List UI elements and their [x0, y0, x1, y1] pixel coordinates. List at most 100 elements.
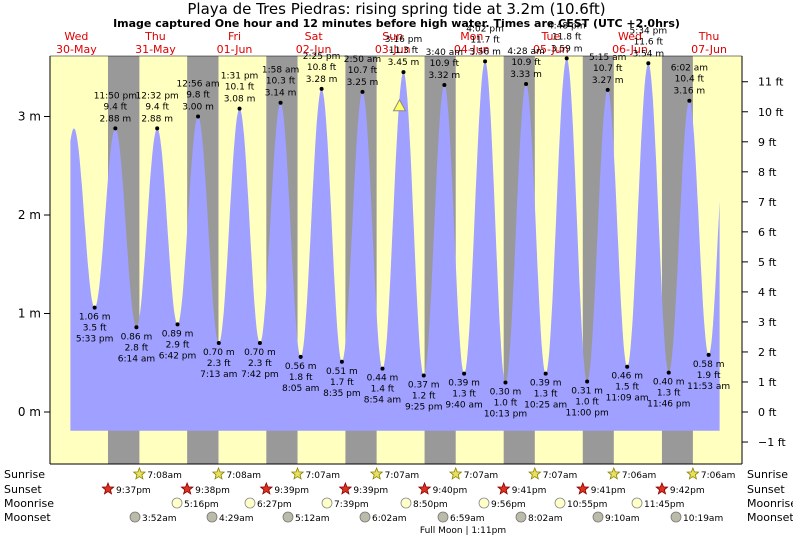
high-tide-m: 2.88 m — [141, 114, 173, 124]
low-tide-m: 0.39 m — [530, 379, 562, 389]
high-tide-m: 3.59 m — [551, 44, 583, 54]
y-left-tick-label: 1 m — [18, 307, 41, 321]
low-tide-point — [666, 370, 671, 375]
day-date-label: 03-Jun — [375, 43, 411, 56]
low-tide-point — [585, 379, 590, 384]
sunset-time: 9:37pm — [116, 486, 151, 496]
day-name-label: Fri — [228, 30, 241, 43]
sunset-icon — [259, 481, 274, 495]
high-tide-m: 3.28 m — [306, 75, 338, 85]
high-tide-m: 2.88 m — [100, 114, 132, 124]
high-tide-m: 3.08 m — [224, 95, 256, 105]
high-tide-m: 3.25 m — [347, 78, 379, 88]
high-tide-time: 5:15 am — [589, 53, 626, 63]
high-tide-point — [564, 56, 569, 61]
low-tide-ft: 1.5 ft — [615, 383, 639, 393]
y-right-tick-label: 4 ft — [758, 286, 777, 299]
low-tide-point — [134, 325, 139, 330]
moonrise-icon — [244, 497, 256, 509]
tide-area — [70, 58, 720, 431]
y-right-tick-label: 3 ft — [758, 316, 777, 329]
moonset-time: 5:12am — [295, 514, 330, 524]
day-date-label: 04-Jun — [454, 43, 490, 56]
high-tide-ft: 9.8 ft — [186, 91, 210, 101]
high-tide-point — [278, 100, 283, 105]
high-tide-time: 6:02 am — [671, 64, 708, 74]
moonrise-icon — [554, 497, 566, 509]
moonset-row-label-right: Moonset — [747, 511, 793, 524]
sunrise-time: 7:07am — [464, 471, 499, 481]
moonrise-icon — [321, 497, 333, 509]
low-tide-ft: 3.5 ft — [83, 324, 107, 334]
low-tide-time: 11:09 am — [606, 394, 649, 404]
moonrise-time: 8:50pm — [413, 500, 448, 510]
low-tide-time: 8:05 am — [282, 384, 319, 394]
y-right-tick-label: 2 ft — [758, 346, 777, 359]
low-tide-time: 10:25 am — [524, 401, 567, 411]
high-tide-point — [360, 89, 365, 94]
sunrise-time: 7:07am — [543, 471, 578, 481]
low-tide-ft: 2.8 ft — [125, 343, 149, 353]
low-tide-m: 0.30 m — [490, 387, 522, 397]
sunset-icon — [655, 481, 669, 495]
day-date-label: 06-Jun — [612, 43, 648, 56]
y-right-tick-label: 6 ft — [758, 226, 777, 239]
day-date-label: 05-Jun — [533, 43, 569, 56]
high-tide-ft: 11.7 ft — [470, 35, 500, 45]
day-date-label: 30-May — [56, 43, 97, 56]
y-right-tick-label: 7 ft — [758, 196, 777, 209]
sunset-icon — [417, 481, 432, 495]
low-tide-time: 11:00 pm — [565, 408, 608, 418]
moonset-icon — [206, 511, 218, 523]
high-tide-point — [401, 70, 406, 75]
moonset-time: 10:19am — [683, 514, 723, 524]
low-tide-m: 0.44 m — [367, 374, 399, 384]
high-tide-ft: 9.4 ft — [145, 102, 169, 112]
y-left-tick-label: 2 m — [18, 208, 41, 222]
day-name-label: Wed — [618, 30, 642, 43]
high-tide-point — [483, 59, 488, 64]
high-tide-point — [113, 126, 118, 131]
low-tide-point — [380, 366, 385, 371]
high-tide-time: 12:32 pm — [136, 91, 179, 101]
moonset-row-label-left: Moonset — [4, 511, 51, 524]
high-tide-m: 3.32 m — [429, 71, 461, 81]
low-tide-ft: 1.7 ft — [330, 378, 354, 388]
low-tide-point — [421, 373, 426, 378]
high-tide-time: 4:02 pm — [466, 24, 504, 34]
high-tide-time: 11:50 pm — [94, 91, 137, 101]
low-tide-m: 0.40 m — [653, 378, 685, 388]
low-tide-ft: 1.3 ft — [452, 390, 476, 400]
high-tide-time: 1:58 am — [262, 66, 299, 76]
sunset-row-label-right: Sunset — [747, 483, 785, 496]
low-tide-ft: 1.2 ft — [412, 392, 436, 402]
moonrise-time: 6:27pm — [257, 500, 292, 510]
high-tide-point — [442, 82, 447, 87]
y-left-tick-label: 3 m — [18, 110, 41, 124]
high-tide-ft: 9.4 ft — [103, 102, 127, 112]
high-tide-m: 3.45 m — [388, 58, 420, 68]
moonset-icon — [670, 511, 682, 523]
low-tide-time: 11:53 am — [687, 382, 730, 392]
low-tide-m: 0.70 m — [244, 348, 276, 358]
sunrise-row-label-left: Sunrise — [4, 468, 45, 481]
y-right-tick-label: 10 ft — [758, 106, 784, 119]
sunset-time: 9:38pm — [195, 486, 230, 496]
day-name-label: Thu — [698, 30, 720, 43]
chart-title: Playa de Tres Piedras: rising spring tid… — [187, 0, 606, 18]
sunrise-icon — [369, 466, 384, 480]
moonset-time: 4:29am — [219, 514, 254, 524]
high-tide-point — [605, 87, 610, 92]
moonrise-time: 5:16pm — [184, 500, 219, 510]
low-tide-ft: 1.0 ft — [575, 397, 599, 407]
low-tide-point — [503, 380, 508, 385]
low-tide-ft: 2.9 ft — [166, 340, 190, 350]
sunset-time: 9:39pm — [274, 486, 309, 496]
low-tide-point — [92, 305, 97, 310]
y-left-tick-label: 0 m — [18, 405, 41, 419]
high-tide-ft: 11.3 ft — [389, 46, 419, 56]
high-tide-point — [646, 61, 651, 66]
y-right-tick-label: 0 ft — [758, 406, 777, 419]
sunrise-time: 7:06am — [701, 471, 736, 481]
low-tide-m: 0.58 m — [693, 360, 725, 370]
